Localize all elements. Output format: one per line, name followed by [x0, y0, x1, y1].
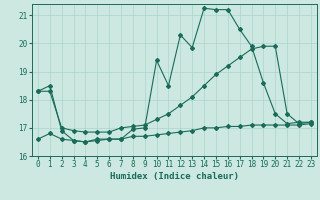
X-axis label: Humidex (Indice chaleur): Humidex (Indice chaleur) — [110, 172, 239, 181]
